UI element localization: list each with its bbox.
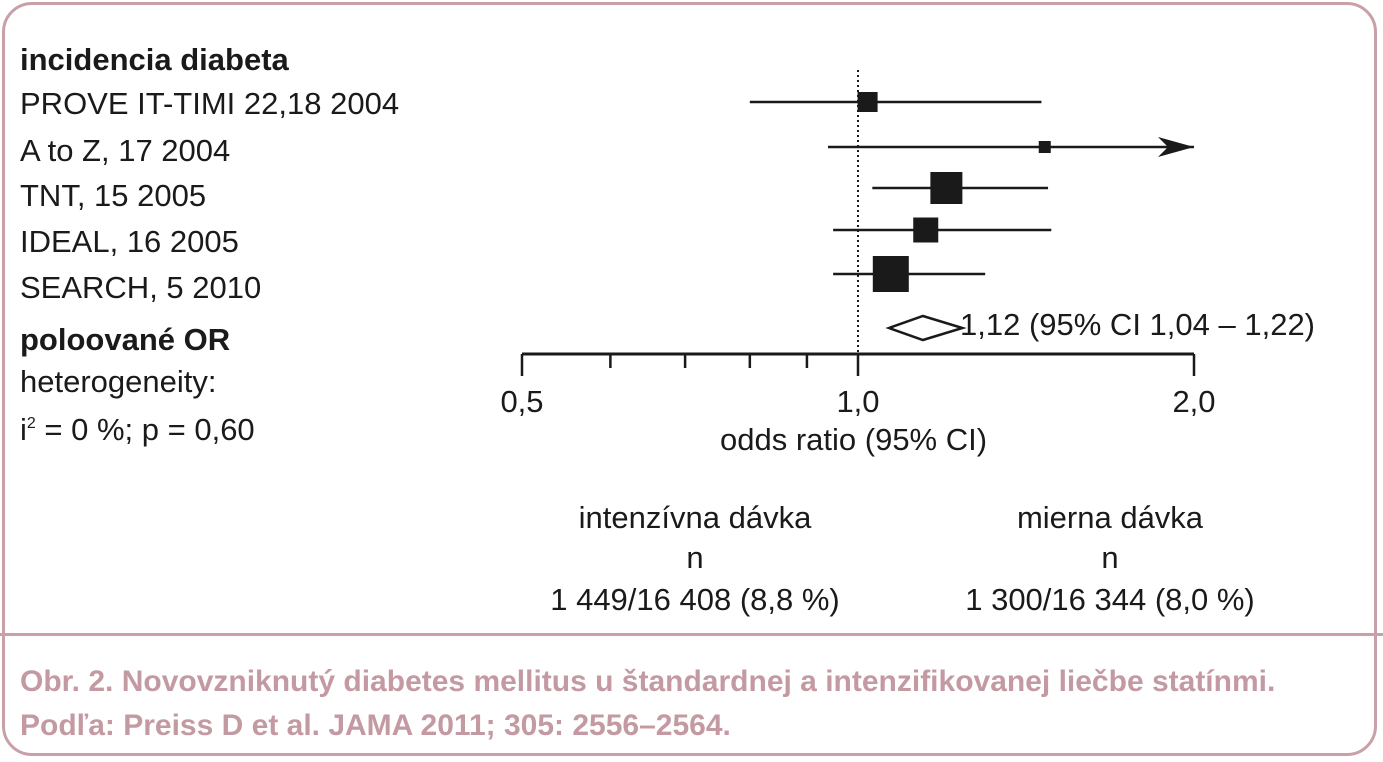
study-label: PROVE IT-TIMI 22,18 2004: [20, 86, 400, 121]
point-estimate: [913, 217, 939, 243]
x-tick-label: 2,0: [1172, 384, 1215, 419]
study-label: SEARCH, 5 2010: [20, 270, 262, 305]
study-label: A to Z, 17 2004: [20, 133, 231, 168]
heterogeneity-i-sup: 2: [26, 415, 36, 432]
x-axis-label: odds ratio (95% CI): [720, 422, 988, 457]
left-group-n: n: [686, 540, 704, 575]
heterogeneity-values: = 0 %; p = 0,60: [35, 412, 255, 447]
point-estimate: [857, 92, 878, 112]
caption-divider: [0, 633, 1383, 636]
right-group-name: mierna dávka: [1016, 500, 1204, 535]
x-tick-label: 0,5: [500, 384, 543, 419]
pooled-diamond: [885, 314, 967, 342]
x-tick-label: 1,0: [836, 384, 879, 419]
study-label: IDEAL, 16 2005: [20, 224, 239, 259]
right-group-n: n: [1101, 540, 1119, 575]
heterogeneity-i: i: [20, 412, 27, 447]
figure-caption: Obr. 2. Novovzniknutý diabetes mellitus …: [20, 665, 1276, 742]
forest-plot: 0,5 1,0 2,0: [500, 70, 1216, 419]
left-group-count: 1 449/16 408 (8,8 %): [550, 582, 840, 617]
study-label: TNT, 15 2005: [20, 178, 207, 213]
pooled-annotation: 1,12 (95% CI 1,04 – 1,22): [960, 307, 1316, 342]
heterogeneity-label: heterogeneity:: [20, 364, 217, 399]
pooled-label: poloované OR: [20, 322, 231, 357]
ci-arrow: [1158, 137, 1194, 157]
section-label: incidencia diabeta: [20, 42, 289, 77]
left-group-name: intenzívna dávka: [578, 500, 812, 535]
heterogeneity-stats: i2 = 0 %; p = 0,60: [20, 406, 255, 448]
right-group-count: 1 300/16 344 (8,0 %): [965, 582, 1255, 617]
point-estimate: [872, 256, 909, 292]
point-estimate: [1038, 141, 1051, 153]
point-estimate: [930, 172, 963, 204]
